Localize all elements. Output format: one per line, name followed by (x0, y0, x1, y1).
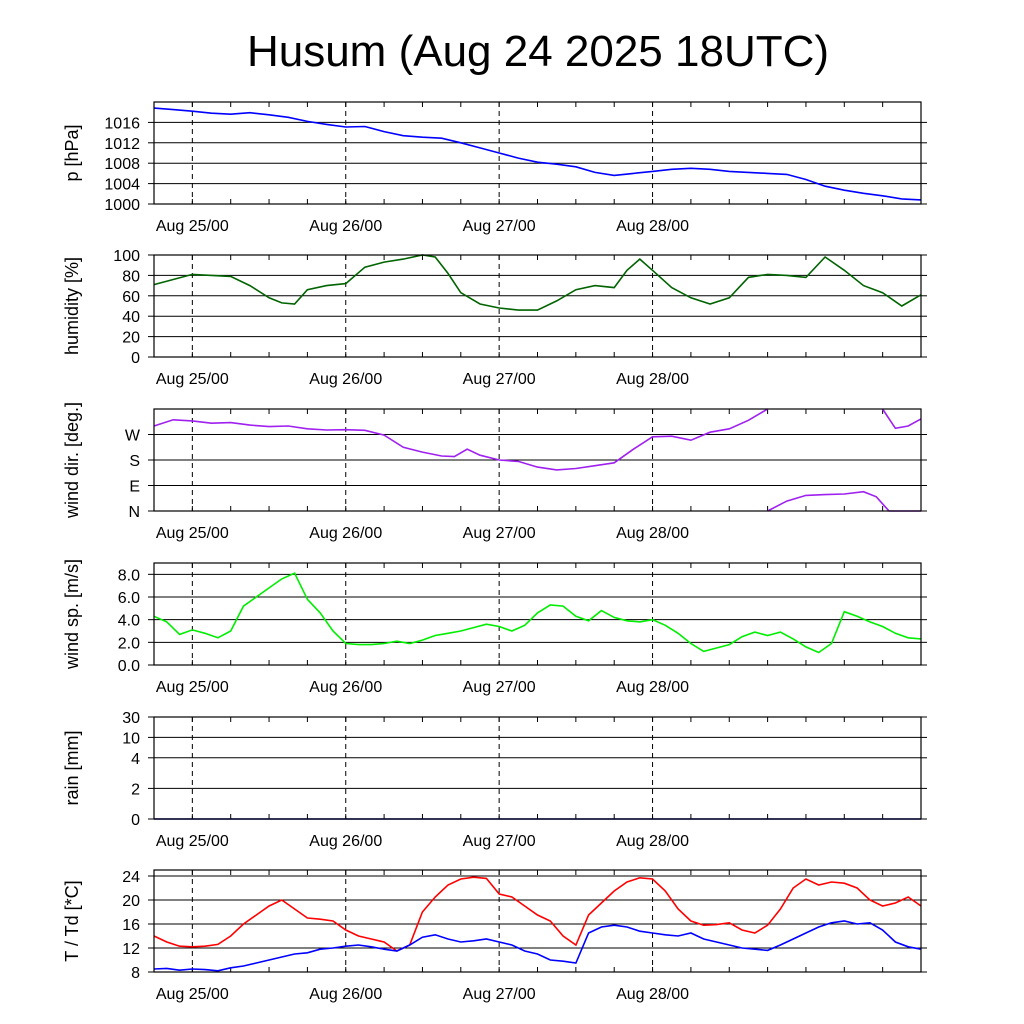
y-tick-label: 0 (131, 350, 140, 367)
x-tick-label: Aug 27/00 (463, 525, 536, 542)
series-line-1 (153, 920, 922, 972)
series-line-0 (153, 107, 922, 201)
y-axis-label: humidity [%] (62, 257, 82, 355)
x-tick-label: Aug 27/00 (463, 986, 536, 1003)
y-tick-label: 4.0 (118, 613, 140, 630)
y-tick-label: 10 (122, 730, 140, 747)
x-tick-label: Aug 26/00 (309, 679, 382, 696)
panel-0: 1000 1004 1008 1012 1016 Aug 25/00 Aug 26/00 Au… (62, 101, 927, 235)
y-tick-label: 20 (122, 893, 140, 910)
x-tick-label: Aug 28/00 (616, 986, 689, 1003)
series-line-0 (153, 408, 769, 471)
plot-frame (153, 101, 922, 205)
y-tick-label: 2.0 (118, 635, 140, 652)
y-tick-label: 16 (122, 917, 140, 934)
y-tick-label: 0 (131, 812, 140, 829)
y-tick-label: W (125, 428, 141, 445)
y-tick-label: 20 (122, 330, 140, 347)
y-tick-label: E (129, 479, 140, 496)
x-tick-label: Aug 28/00 (616, 371, 689, 388)
y-tick-label: N (128, 504, 140, 521)
y-tick-label: S (129, 453, 140, 470)
y-tick-label: 0.0 (118, 658, 140, 675)
x-tick-label: Aug 25/00 (156, 525, 229, 542)
y-axis-label: T / Td [*C] (62, 880, 82, 961)
y-tick-label: 80 (122, 268, 140, 285)
y-tick-label: 1016 (104, 115, 140, 132)
y-tick-label: 12 (122, 941, 140, 958)
panel-1: 0 20 40 60 80 100 Aug 25/00 Aug 26/00 Aug 27/00 A… (62, 248, 927, 388)
x-tick-label: Aug 26/00 (309, 371, 382, 388)
y-tick-label: 1008 (104, 156, 140, 173)
plot-frame (153, 408, 922, 512)
x-tick-label: Aug 25/00 (156, 679, 229, 696)
y-tick-label: 1012 (104, 136, 140, 153)
y-tick-label: 60 (122, 289, 140, 306)
x-tick-label: Aug 26/00 (309, 525, 382, 542)
x-tick-label: Aug 28/00 (616, 833, 689, 850)
x-tick-label: Aug 28/00 (616, 525, 689, 542)
plot-frame (153, 254, 922, 358)
y-tick-label: 8 (131, 965, 140, 982)
x-tick-label: Aug 25/00 (156, 371, 229, 388)
y-axis-label: p [hPa] (62, 124, 82, 181)
panel-5: 8 12 16 20 24 Aug 25/00 Aug 26/00 Aug 27/00 Aug … (62, 869, 927, 1003)
plot-frame (153, 562, 922, 666)
chart-title: Husum (Aug 24 2025 18UTC) (247, 27, 829, 76)
series-line-0 (153, 572, 922, 654)
y-tick-label: 8.0 (118, 567, 140, 584)
y-tick-label: 100 (113, 248, 140, 265)
plot-frame (153, 716, 922, 820)
series-line-2 (881, 408, 922, 430)
x-tick-label: Aug 25/00 (156, 986, 229, 1003)
plot-frame (153, 869, 922, 973)
x-tick-label: Aug 25/00 (156, 833, 229, 850)
x-tick-label: Aug 27/00 (463, 833, 536, 850)
x-tick-label: Aug 28/00 (616, 218, 689, 235)
y-tick-label: 40 (122, 309, 140, 326)
y-tick-label: 2 (131, 781, 140, 798)
x-tick-label: Aug 27/00 (463, 218, 536, 235)
x-tick-label: Aug 26/00 (309, 833, 382, 850)
y-tick-label: 24 (122, 869, 140, 886)
y-tick-label: 1004 (104, 177, 140, 194)
x-tick-label: Aug 25/00 (156, 218, 229, 235)
y-tick-label: 4 (131, 751, 140, 768)
y-axis-label: wind dir. [deg.] (62, 402, 82, 519)
y-tick-label: 30 (122, 710, 140, 727)
x-tick-label: Aug 28/00 (616, 679, 689, 696)
x-tick-label: Aug 26/00 (309, 986, 382, 1003)
y-axis-label: wind sp. [m/s] (62, 559, 82, 670)
y-tick-label: 6.0 (118, 590, 140, 607)
x-tick-label: Aug 26/00 (309, 218, 382, 235)
series-line-0 (153, 876, 922, 952)
y-axis-label: rain [mm] (62, 730, 82, 805)
y-tick-label: 1000 (104, 197, 140, 214)
x-tick-label: Aug 27/00 (463, 371, 536, 388)
panel-4: 0 2 4 10 30 Aug 25/00 Aug 26/00 Aug 27/00 Aug 28… (62, 710, 927, 850)
panel-3: 0.0 2.0 4.0 6.0 8.0 Aug 25/00 Aug 26/00 Aug 27/… (62, 559, 927, 696)
x-tick-label: Aug 27/00 (463, 679, 536, 696)
series-line-0 (153, 254, 922, 311)
